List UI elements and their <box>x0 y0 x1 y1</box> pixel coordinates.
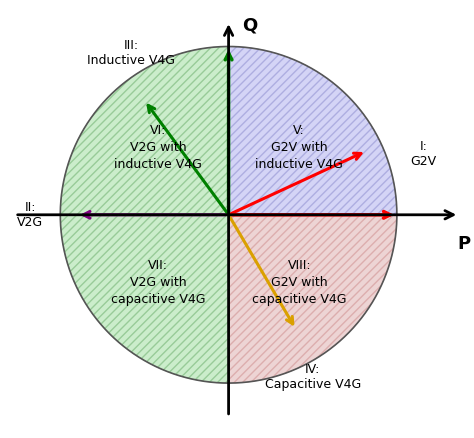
Text: I:
G2V: I: G2V <box>410 140 437 168</box>
Polygon shape <box>228 46 397 215</box>
Polygon shape <box>60 46 228 215</box>
Polygon shape <box>228 215 397 383</box>
Text: II:
V2G: II: V2G <box>18 201 44 229</box>
Text: V:
G2V with
inductive V4G: V: G2V with inductive V4G <box>255 124 343 171</box>
Text: VI:
V2G with
inductive V4G: VI: V2G with inductive V4G <box>114 124 202 171</box>
Text: VII:
V2G with
capacitive V4G: VII: V2G with capacitive V4G <box>110 258 205 306</box>
Text: P: P <box>457 235 471 253</box>
Text: III:
Inductive V4G: III: Inductive V4G <box>87 39 175 67</box>
Text: VIII:
G2V with
capacitive V4G: VIII: G2V with capacitive V4G <box>252 258 346 306</box>
Polygon shape <box>60 215 228 383</box>
Text: Q: Q <box>242 16 257 34</box>
Text: IV:
Capacitive V4G: IV: Capacitive V4G <box>264 363 361 391</box>
